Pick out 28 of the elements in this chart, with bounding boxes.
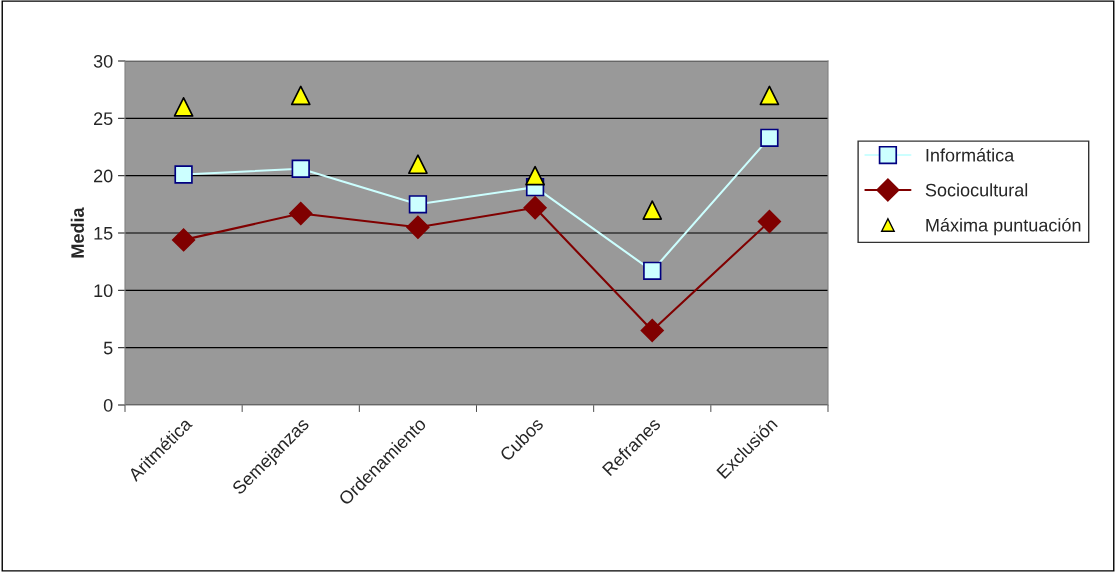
point xyxy=(408,154,428,175)
point xyxy=(290,85,311,106)
point xyxy=(406,215,430,239)
y-tick-label: 30 xyxy=(93,54,113,68)
y-axis-title: Media xyxy=(70,207,84,258)
legend-label: Informática xyxy=(926,148,1015,162)
point xyxy=(642,200,663,220)
point xyxy=(643,261,662,281)
point xyxy=(525,165,545,186)
point xyxy=(173,97,194,117)
point xyxy=(760,128,779,147)
point xyxy=(291,159,310,178)
y-tick-label: 25 xyxy=(94,112,113,126)
y-tick-label: 10 xyxy=(94,284,113,298)
point xyxy=(640,318,664,343)
y-tick-label: 15 xyxy=(94,227,113,240)
y-tick-label: 0 xyxy=(103,398,113,412)
point xyxy=(523,196,547,220)
y-tick-label: 20 xyxy=(94,169,113,183)
y-tick-label: 5 xyxy=(103,341,113,355)
point xyxy=(757,209,782,234)
point xyxy=(174,165,193,184)
legend-label: Máxima puntuación xyxy=(926,218,1081,236)
point xyxy=(171,228,196,252)
point xyxy=(289,201,313,226)
point xyxy=(759,85,780,106)
point xyxy=(408,195,428,214)
legend-label: Sociocultural xyxy=(925,183,1028,197)
